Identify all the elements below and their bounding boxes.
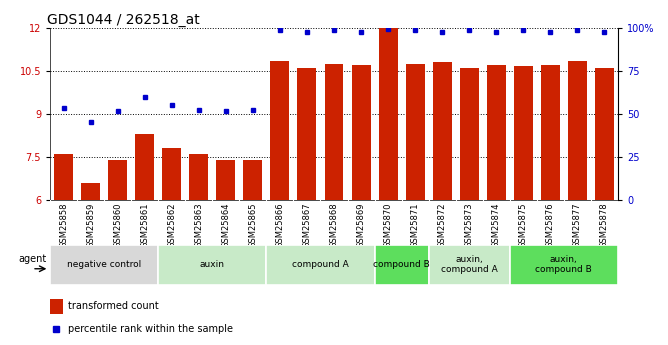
Text: GSM25860: GSM25860 [113, 202, 122, 248]
Text: GSM25858: GSM25858 [59, 202, 68, 248]
Bar [216, 160, 235, 200]
Text: GSM25859: GSM25859 [86, 202, 95, 248]
Bar [267, 245, 375, 285]
Text: GSM25868: GSM25868 [329, 202, 339, 248]
Text: GSM25872: GSM25872 [438, 202, 447, 248]
Bar [136, 134, 154, 200]
Text: compound B: compound B [373, 260, 430, 269]
Text: transformed count: transformed count [68, 301, 159, 311]
Bar [325, 63, 343, 200]
Bar [429, 245, 510, 285]
Text: GSM25867: GSM25867 [303, 202, 311, 248]
Text: negative control: negative control [67, 260, 142, 269]
Text: GSM25863: GSM25863 [194, 202, 203, 248]
Bar [460, 68, 479, 200]
Text: percentile rank within the sample: percentile rank within the sample [68, 325, 233, 334]
Bar [54, 154, 73, 200]
Text: GSM25862: GSM25862 [167, 202, 176, 248]
Bar [351, 65, 371, 200]
Text: GSM25869: GSM25869 [357, 202, 365, 248]
Text: auxin,
compound A: auxin, compound A [441, 255, 498, 275]
Text: agent: agent [19, 254, 47, 264]
Text: GSM25866: GSM25866 [275, 202, 285, 248]
Bar [189, 154, 208, 200]
Text: auxin: auxin [200, 260, 225, 269]
Text: GSM25861: GSM25861 [140, 202, 149, 248]
Bar [568, 61, 587, 200]
Text: GSM25874: GSM25874 [492, 202, 501, 248]
Bar [595, 68, 614, 200]
Text: GDS1044 / 262518_at: GDS1044 / 262518_at [47, 12, 200, 27]
Bar [375, 245, 429, 285]
Bar [487, 65, 506, 200]
Text: GSM25876: GSM25876 [546, 202, 555, 248]
Bar [158, 245, 267, 285]
Bar [405, 63, 425, 200]
Text: auxin,
compound B: auxin, compound B [536, 255, 593, 275]
Bar [379, 28, 397, 200]
Bar [514, 66, 532, 200]
Text: GSM25870: GSM25870 [383, 202, 393, 248]
Bar [108, 160, 127, 200]
Bar [433, 62, 452, 200]
Bar [243, 160, 263, 200]
Bar [81, 183, 100, 200]
Bar [297, 68, 317, 200]
Bar [541, 65, 560, 200]
Text: GSM25873: GSM25873 [465, 202, 474, 248]
Text: compound A: compound A [292, 260, 349, 269]
Text: GSM25871: GSM25871 [411, 202, 420, 248]
Bar [50, 245, 158, 285]
Text: GSM25864: GSM25864 [221, 202, 230, 248]
Bar [510, 245, 618, 285]
Text: GSM25878: GSM25878 [600, 202, 609, 248]
Text: GSM25877: GSM25877 [573, 202, 582, 248]
Text: GSM25875: GSM25875 [519, 202, 528, 248]
Text: GSM25865: GSM25865 [248, 202, 257, 248]
Bar [162, 148, 181, 200]
Bar [271, 61, 289, 200]
Bar [50, 299, 63, 314]
